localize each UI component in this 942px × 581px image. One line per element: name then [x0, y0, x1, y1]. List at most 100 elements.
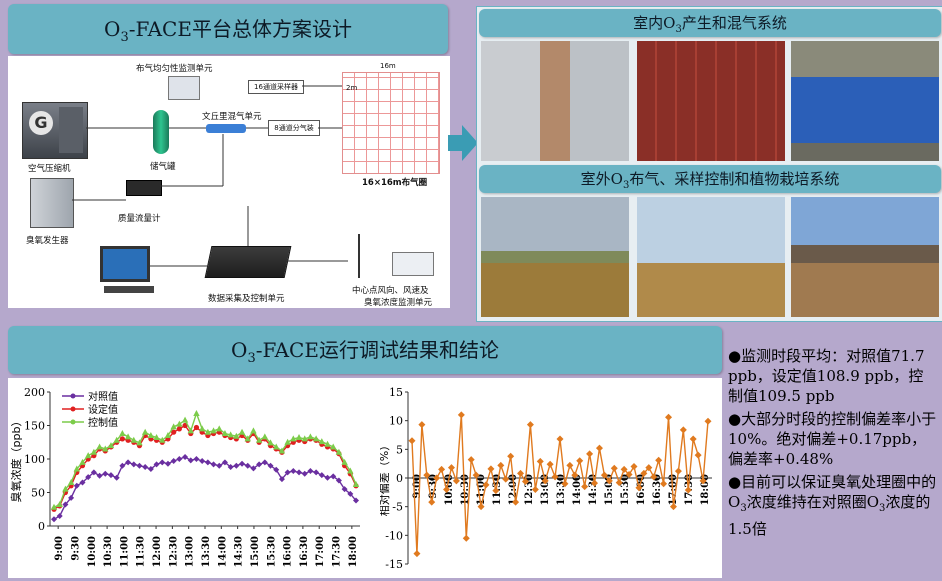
data-point — [227, 464, 234, 471]
data-point — [689, 435, 697, 443]
data-point — [324, 440, 331, 447]
x-tick-label: 17:00 — [315, 536, 326, 568]
data-point — [107, 472, 114, 479]
data-point — [73, 482, 80, 489]
x-tick-label: 11:30 — [136, 536, 147, 568]
data-point — [221, 430, 229, 437]
data-point — [267, 462, 274, 469]
indoor-photo-2 — [637, 41, 785, 161]
data-point — [423, 471, 431, 479]
x-tick-label: 18:00 — [700, 474, 711, 506]
data-point — [296, 469, 303, 476]
data-point — [674, 467, 682, 475]
data-point — [694, 451, 702, 459]
data-point — [176, 420, 183, 427]
data-point — [507, 452, 515, 460]
data-point — [352, 480, 360, 487]
data-point — [581, 483, 589, 491]
data-point — [79, 458, 86, 465]
data-point — [193, 456, 200, 462]
data-point — [347, 490, 354, 497]
data-point — [124, 433, 132, 440]
data-point — [684, 486, 692, 494]
data-point — [467, 456, 475, 464]
data-point — [102, 445, 109, 452]
results-title-sub: 3 — [247, 351, 256, 366]
data-point — [477, 503, 485, 511]
data-point — [447, 464, 455, 472]
data-point — [556, 435, 564, 443]
data-point — [625, 471, 633, 479]
data-point — [443, 485, 451, 493]
data-point — [255, 436, 263, 443]
design-title-bar: O3-FACE平台总体方案设计 — [8, 4, 448, 54]
keyboard-image — [104, 286, 154, 293]
data-point — [586, 450, 594, 458]
data-point — [193, 409, 200, 416]
data-point — [51, 516, 57, 523]
x-tick-label: 9:00 — [54, 536, 65, 561]
results-title-bar: O3-FACE运行调试结果和结论 — [8, 326, 722, 374]
data-point — [170, 458, 177, 465]
data-point — [335, 448, 343, 455]
valve-box: 8通道分气装 — [268, 120, 320, 136]
data-point — [512, 498, 520, 506]
data-point — [660, 480, 668, 488]
data-point — [278, 447, 286, 454]
x-tick-label: 13:30 — [201, 536, 212, 568]
legend-label: 对照值 — [88, 390, 118, 403]
data-point — [113, 436, 120, 443]
data-point — [210, 427, 217, 434]
system-diagram: G 空气压缩机 臭氧发生器 储气罐 布气均匀性监测单元 16通道采样器 文丘里混… — [8, 56, 450, 308]
data-point — [136, 462, 143, 469]
data-point — [561, 480, 569, 488]
x-tick-label: 15:30 — [620, 474, 631, 506]
data-point — [50, 503, 58, 510]
data-point — [84, 452, 92, 459]
data-point — [90, 448, 98, 455]
series-line-1 — [53, 456, 357, 520]
data-point — [125, 459, 132, 466]
data-point — [551, 473, 559, 481]
right-arrow-icon — [448, 125, 478, 161]
y-tick-label: 50 — [31, 487, 45, 500]
x-tick-label: 12:00 — [152, 536, 163, 568]
data-point — [250, 427, 257, 434]
data-point — [119, 436, 125, 442]
x-tick-label: 11:00 — [476, 474, 487, 506]
data-point — [102, 470, 109, 477]
data-point — [610, 464, 618, 472]
outdoor-title-rest: 布气、采样控制和植物栽培系统 — [629, 170, 840, 188]
indoor-title-sub: 3 — [675, 24, 682, 35]
air-compressor-image: G — [22, 102, 88, 159]
x-tick-label: 12:30 — [524, 474, 535, 506]
data-point — [284, 469, 291, 476]
x-tick-label: 16:30 — [299, 536, 310, 568]
photos-panel: 室内O3产生和混气系统 室外O3布气、采样控制和植物栽培系统 — [476, 6, 942, 322]
data-point — [273, 466, 280, 473]
ring-label: 16×16m布气圈 — [362, 178, 428, 188]
data-point — [335, 477, 342, 484]
data-point — [153, 434, 160, 441]
data-point — [216, 462, 223, 469]
center-label-1: 中心点风向、风速及 — [352, 286, 429, 296]
data-point — [330, 473, 337, 480]
x-tick-label: 14:30 — [588, 474, 599, 506]
data-point — [438, 465, 446, 473]
data-point — [482, 481, 490, 489]
x-tick-label: 16:00 — [636, 474, 647, 506]
data-point — [462, 534, 470, 542]
data-point — [472, 471, 480, 479]
x-tick-label: 12:00 — [508, 474, 519, 506]
data-point — [233, 432, 240, 439]
design-title-prefix: O — [104, 17, 121, 41]
x-tick-label: 16:30 — [652, 474, 663, 506]
ozone-generator-image — [30, 178, 74, 228]
data-point — [452, 477, 460, 485]
x-tick-label: 17:30 — [332, 536, 343, 568]
design-title-sub: 3 — [120, 30, 129, 45]
venturi-label: 文丘里混气单元 — [202, 112, 262, 122]
y-tick-label: 0 — [38, 520, 45, 533]
data-point — [261, 459, 268, 466]
data-point — [130, 436, 137, 443]
